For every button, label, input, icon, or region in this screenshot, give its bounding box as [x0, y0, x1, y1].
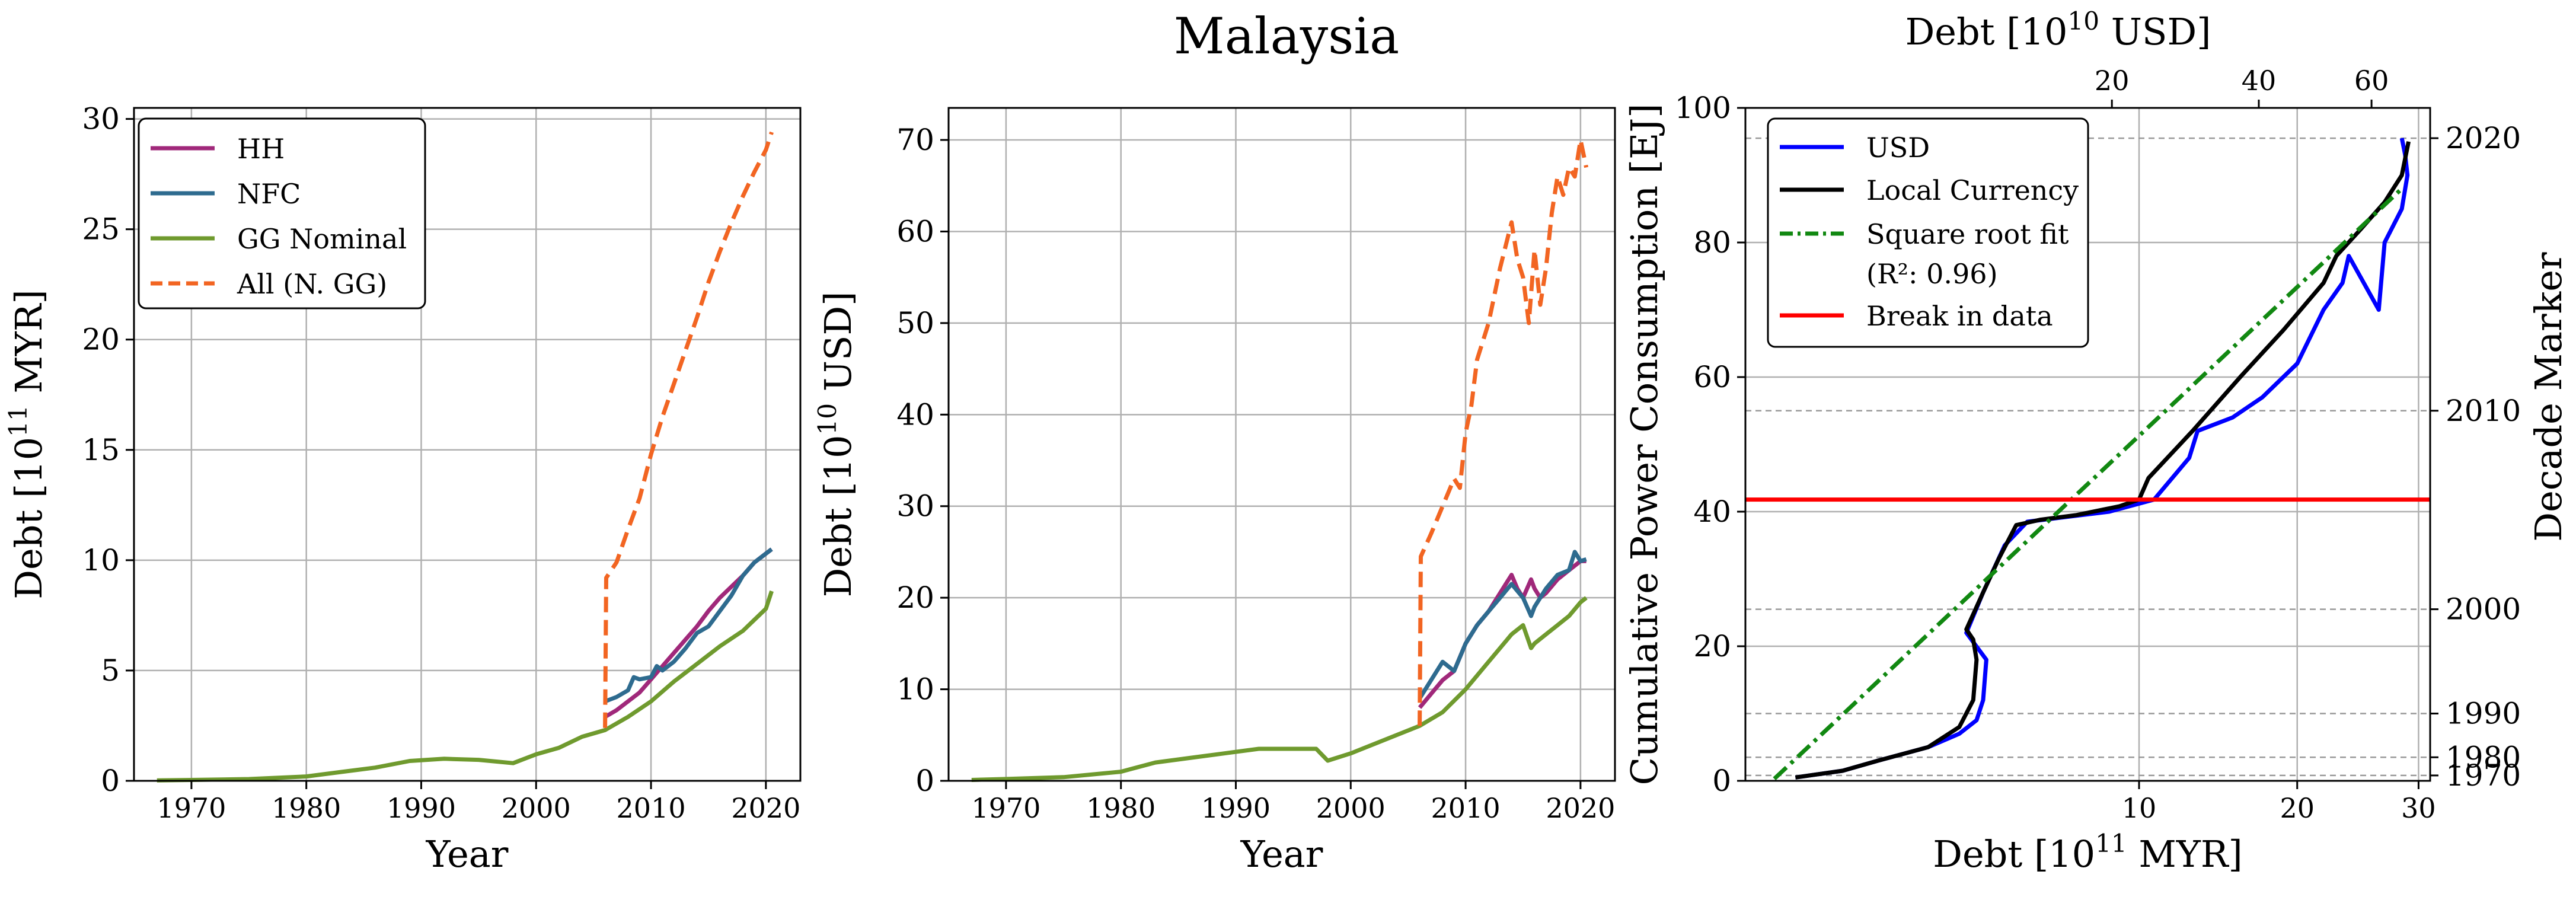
legend-entry-label: Square root fit: [1866, 218, 2069, 250]
series-line-local-currency: [1795, 141, 2411, 780]
y-tick-label: 5: [101, 653, 120, 688]
legend-entry-label: NFC: [237, 178, 301, 210]
label-part: USD]: [2099, 10, 2211, 53]
series-line-hh: [1418, 558, 1587, 709]
legend-entry-label-line2: (R²: 0.96): [1866, 258, 1998, 290]
y-tick-label: 25: [82, 212, 120, 247]
legend-box: [138, 117, 426, 309]
top-x-axis-label: Debt [1010 USD]: [1905, 7, 2211, 53]
legend-entry-label: All (N. GG): [237, 268, 387, 300]
y-axis-label: Debt [1011 MYR]: [4, 289, 50, 599]
x-tick-label: 2010: [1431, 792, 1501, 824]
y-axis-label: Cumulative Power Consumption [EJ]: [1623, 104, 1666, 786]
label-part: Debt [10: [816, 435, 860, 598]
legend-entry-label: Local Currency: [1866, 174, 2079, 206]
x-axis-label: Debt [1011 MYR]: [1933, 829, 2242, 876]
y-tick-label: 15: [82, 433, 120, 467]
legend-entry-label: HH: [237, 133, 285, 165]
x-tick-label: 2020: [1546, 792, 1615, 824]
label-exponent: 11: [4, 405, 33, 437]
legend-entry-label: USD: [1866, 132, 1930, 164]
y-tick-label: 60: [896, 214, 934, 248]
decade-tick-label: 2010: [2446, 394, 2521, 428]
x-tick-label: 1970: [971, 792, 1040, 824]
right-y-axis-label: Decade Marker: [2527, 252, 2570, 542]
y-axis-label: Debt [1010 USD]: [813, 292, 860, 598]
x-tick-label: 30: [2401, 792, 2436, 824]
label-part: Debt [10: [1905, 10, 2068, 53]
y-tick-label: 70: [896, 123, 934, 157]
label-part: Debt [10: [1933, 832, 2095, 876]
top-x-tick-label: 20: [2095, 65, 2130, 97]
legend-entry-label: GG Nominal: [237, 223, 407, 255]
decade-tick-label: 1990: [2446, 697, 2521, 731]
label-exponent: 11: [2095, 829, 2127, 858]
label-part: Debt [10: [7, 437, 50, 599]
series-line-all-n-gg-: [603, 131, 774, 728]
figure-title: Malaysia: [1174, 7, 1400, 65]
decade-tick-label: 2020: [2446, 121, 2521, 155]
plot-frame: [947, 107, 1616, 782]
decade-tick-label: 1970: [2446, 758, 2521, 793]
y-tick-label: 100: [1675, 91, 1731, 125]
x-axis-label: Year: [1240, 832, 1323, 876]
label-part: USD]: [816, 292, 860, 403]
y-tick-label: 20: [82, 323, 120, 357]
legend-box: [1767, 117, 2089, 348]
label-exponent: 10: [2067, 7, 2099, 36]
series-line-all-n-gg-: [1418, 138, 1589, 726]
y-tick-label: 0: [101, 764, 120, 798]
x-tick-label: 20: [2280, 792, 2315, 824]
decade-tick-label: 2000: [2446, 592, 2521, 627]
label-exponent: 10: [813, 403, 842, 435]
top-x-tick-label: 60: [2354, 65, 2389, 97]
x-tick-label: 2010: [617, 792, 686, 824]
x-tick-label: 1980: [272, 792, 341, 824]
chart-middle: 1970 1980 1990 2000 2010 2020 0 10 20 30 40 50 60 70 Y…: [813, 107, 1616, 876]
x-tick-label: 10: [2122, 792, 2157, 824]
plot-frame: [133, 107, 802, 782]
label-part: MYR]: [7, 289, 50, 405]
x-tick-label: 2020: [731, 792, 800, 824]
x-tick-label: 2000: [502, 792, 571, 824]
y-tick-label: 80: [1693, 225, 1731, 260]
y-tick-label: 0: [915, 764, 934, 798]
x-tick-label: 1990: [387, 792, 456, 824]
y-tick-label: 10: [82, 543, 120, 577]
y-tick-label: 0: [1712, 764, 1731, 798]
top-x-tick-label: 40: [2242, 65, 2277, 97]
y-tick-label: 30: [82, 102, 120, 136]
series-line-gg-nominal: [157, 590, 774, 783]
x-tick-label: 1970: [157, 792, 226, 824]
x-tick-label: 2000: [1316, 792, 1386, 824]
series-line-square-root-fit: [1773, 187, 2403, 781]
x-tick-label: 1990: [1201, 792, 1271, 824]
legend-entry-label: Break in data: [1866, 300, 2053, 332]
series-line-gg-nominal: [971, 596, 1588, 782]
plot-frame: [1744, 107, 2431, 782]
y-tick-label: 20: [1693, 629, 1731, 663]
y-tick-label: 40: [1693, 494, 1731, 529]
chart-left: 1970 1980 1990 2000 2010 2020 0 5 10 15 20 25 30 Year…: [4, 102, 802, 876]
label-part: MYR]: [2127, 832, 2243, 876]
y-tick-label: 10: [896, 672, 934, 707]
y-tick-label: 30: [896, 489, 934, 524]
x-axis-label: Year: [426, 832, 509, 876]
y-tick-label: 40: [896, 397, 934, 432]
y-tick-label: 20: [896, 580, 934, 615]
series-line-nfc: [604, 547, 773, 704]
series-line-nfc: [1418, 550, 1587, 700]
y-tick-label: 50: [896, 306, 934, 340]
y-tick-label: 60: [1693, 360, 1731, 394]
x-tick-label: 1980: [1086, 792, 1155, 824]
decade-tick-label: 1980: [2446, 740, 2521, 774]
